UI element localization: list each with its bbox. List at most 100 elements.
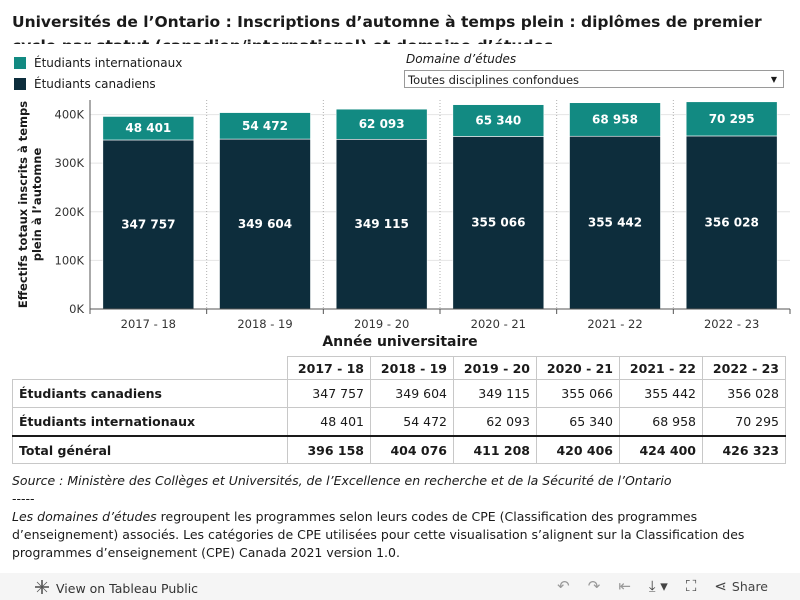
- source-line: Source : Ministère des Collèges et Unive…: [12, 473, 672, 488]
- total-cell: 424 400: [619, 435, 703, 464]
- table-cell: 65 340: [536, 407, 620, 437]
- bar-segment: [569, 102, 661, 137]
- table-cell: 356 028: [702, 379, 786, 408]
- table-row: Étudiants canadiens 347 757 349 604 349 …: [12, 379, 786, 408]
- bar-segment: [569, 135, 661, 310]
- bar-value-label: 349 604: [238, 217, 292, 231]
- table-cell: 68 958: [619, 407, 703, 437]
- bar-value-label: 356 028: [705, 215, 759, 229]
- bar-value-label: 62 093: [359, 117, 405, 131]
- field-note-text: regroupent les programmes selon leurs co…: [12, 509, 745, 560]
- bar-segment: [452, 136, 545, 310]
- bar-segment: [219, 138, 311, 310]
- bar-value-label: 355 442: [588, 216, 642, 230]
- table-header: 2020 - 21: [536, 356, 620, 380]
- tableau-toolbar: View on Tableau Public ↶ ↷ ⇤ ⤓ ▾ ⛶ ⋖ Shar…: [0, 573, 800, 600]
- fullscreen-icon[interactable]: ⛶: [685, 577, 697, 595]
- dropdown-value: Toutes disciplines confondues: [408, 73, 580, 87]
- bar-segment: [219, 112, 311, 140]
- table-cell: 355 066: [536, 379, 620, 408]
- share-button[interactable]: ⋖ Share: [714, 577, 768, 595]
- legend-item-international[interactable]: Étudiants internationaux: [14, 52, 182, 73]
- y-tick-label: 0K: [69, 302, 84, 316]
- view-on-tableau-link[interactable]: View on Tableau Public: [34, 579, 198, 598]
- table-cell: 349 604: [370, 379, 454, 408]
- field-of-study-dropdown[interactable]: Toutes disciplines confondues ▼: [404, 70, 784, 88]
- filter-label: Domaine d’études: [406, 52, 517, 66]
- table-header: 2022 - 23: [702, 356, 786, 380]
- bar-value-label: 68 958: [592, 112, 638, 126]
- bar-value-label: 355 066: [471, 216, 525, 230]
- table-cell: 54 472: [370, 407, 454, 437]
- table-cell: 62 093: [453, 407, 537, 437]
- bar-segment: [335, 108, 428, 140]
- tableau-logo-icon: [34, 579, 50, 598]
- legend-swatch-canadian: [14, 77, 26, 90]
- total-cell: 404 076: [370, 435, 454, 464]
- summary-table: 2017 - 18 2018 - 19 2019 - 20 2020 - 21 …: [12, 356, 786, 464]
- x-tick-label: 2019 - 20: [354, 317, 409, 331]
- field-note: Les domaines d’études regroupent les pro…: [12, 508, 788, 562]
- table-header: 2019 - 20: [453, 356, 537, 380]
- table-cell: 349 115: [453, 379, 537, 408]
- source-note: Source : Ministère des Collèges et Unive…: [12, 472, 788, 562]
- table-header: 2018 - 19: [370, 356, 454, 380]
- table-cell: 355 442: [619, 379, 703, 408]
- table-header: 2021 - 22: [619, 356, 703, 380]
- legend-label-international: Étudiants internationaux: [34, 55, 183, 70]
- view-on-tableau-label: View on Tableau Public: [56, 581, 199, 596]
- bar-segment: [685, 135, 778, 310]
- bar-value-label: 349 115: [355, 217, 409, 231]
- x-tick-label: 2020 - 21: [471, 317, 526, 331]
- legend-item-canadian[interactable]: Étudiants canadiens: [14, 73, 182, 94]
- bar-value-label: 54 472: [242, 119, 288, 133]
- share-icon: ⋖: [714, 577, 727, 595]
- bar-value-label: 65 340: [475, 114, 521, 128]
- x-tick-label: 2022 - 23: [704, 317, 759, 331]
- y-tick-label: 100K: [55, 253, 85, 267]
- table-cell: 70 295: [702, 407, 786, 437]
- table-cell: 48 401: [287, 407, 371, 437]
- x-tick-label: 2021 - 22: [587, 317, 642, 331]
- total-cell: 420 406: [536, 435, 620, 464]
- download-icon[interactable]: ⤓ ▾: [648, 577, 668, 595]
- table-corner: [12, 356, 288, 380]
- total-cell: 396 158: [287, 435, 371, 464]
- table-header-row: 2017 - 18 2018 - 19 2019 - 20 2020 - 21 …: [12, 356, 786, 380]
- redo-icon[interactable]: ↷: [587, 577, 601, 595]
- row-label: Étudiants internationaux: [12, 407, 288, 437]
- bar-value-label: 70 295: [709, 112, 755, 126]
- y-tick-label: 400K: [55, 108, 85, 122]
- bar-segment: [685, 101, 778, 137]
- undo-icon[interactable]: ↶: [557, 577, 570, 595]
- stacked-bar-chart: 0K 100K 200K 300K 400K Effectifs totaux inscr…: [16, 100, 791, 331]
- y-axis-title: Effectifs totaux inscrits à tempsplein à…: [16, 101, 44, 308]
- y-tick-label: 200K: [55, 205, 85, 219]
- bar-value-label: 347 757: [121, 217, 175, 231]
- table-header: 2017 - 18: [287, 356, 371, 380]
- y-tick-label: 300K: [55, 156, 85, 170]
- table-cell: 347 757: [287, 379, 371, 408]
- field-note-italic: Les domaines d’études: [12, 509, 157, 524]
- legend-label-canadian: Étudiants canadiens: [34, 76, 156, 91]
- page-title: Universités de l’Ontario : Inscriptions …: [12, 13, 762, 44]
- toolbar-tools: ↶ ↷ ⇤ ⤓ ▾ ⛶ ⋖ Share: [557, 577, 768, 595]
- bar-segment: [335, 139, 428, 310]
- bar-value-label: 48 401: [125, 121, 171, 135]
- legend-swatch-international: [14, 56, 26, 69]
- legend: Étudiants internationaux Étudiants canad…: [14, 52, 182, 94]
- row-label: Étudiants canadiens: [12, 379, 288, 408]
- chevron-down-icon: ▼: [770, 75, 777, 84]
- bar-segment: [102, 116, 195, 141]
- x-tick-label: 2017 - 18: [121, 317, 176, 331]
- table-total-row: Total général 396 158 404 076 411 208 42…: [12, 435, 786, 464]
- share-label: Share: [731, 578, 768, 594]
- revert-icon[interactable]: ⇤: [618, 577, 631, 595]
- total-label: Total général: [12, 435, 288, 464]
- total-cell: 411 208: [453, 435, 537, 464]
- bar-segment: [452, 104, 545, 137]
- x-tick-label: 2018 - 19: [237, 317, 292, 331]
- bar-segment: [102, 139, 195, 310]
- x-axis-title: Année universitaire: [322, 334, 478, 350]
- table-row: Étudiants internationaux 48 401 54 472 6…: [12, 407, 786, 437]
